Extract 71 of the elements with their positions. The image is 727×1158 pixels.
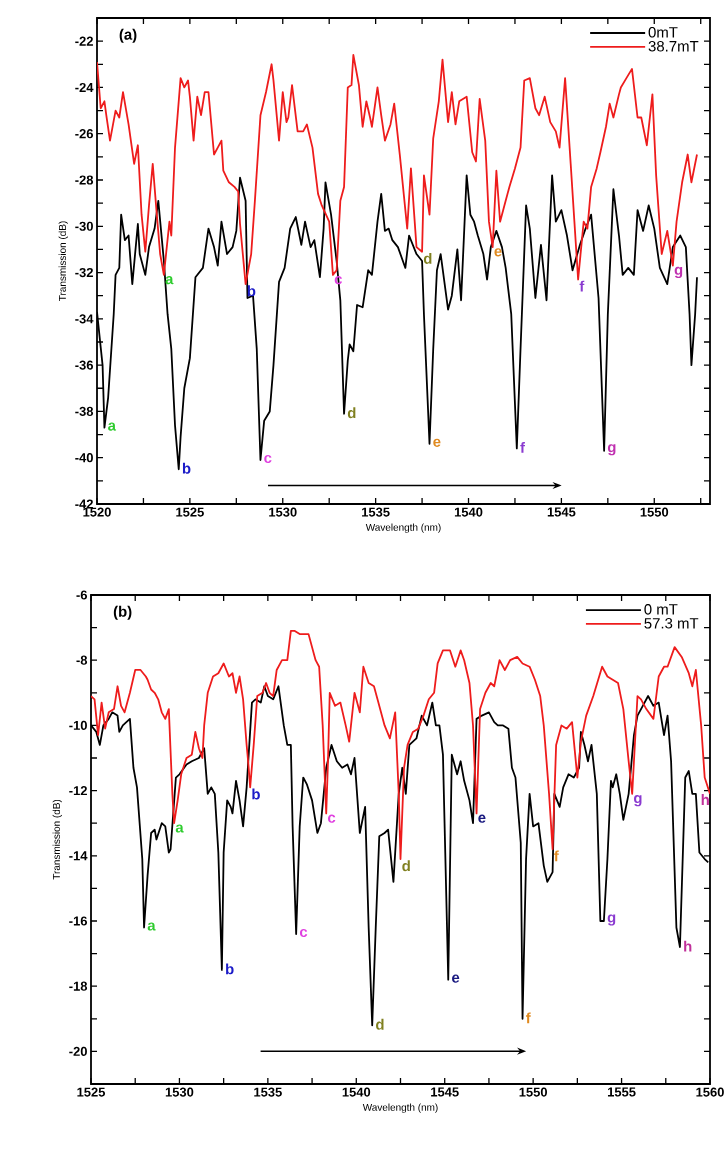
x-tick-label: 1550	[640, 507, 669, 517]
annotation: d	[402, 860, 410, 872]
y-tick-label: -18	[69, 981, 88, 991]
x-tick-label: 1555	[607, 1087, 636, 1097]
annotation: c	[264, 454, 272, 464]
x-tick-label: 1525	[77, 1087, 106, 1097]
annotation: e	[452, 974, 460, 983]
y-tick-label: -6	[76, 590, 88, 600]
x-axis-title: Wavelength (nm)	[362, 1103, 438, 1113]
y-tick-label: -22	[75, 36, 93, 46]
y-tick-label: -34	[75, 314, 94, 324]
annotation: c	[328, 814, 336, 823]
y-tick-label: -10	[69, 720, 87, 730]
x-tick-label: 1535	[362, 507, 390, 517]
annotation: a	[175, 824, 184, 833]
y-tick-label: -32	[75, 267, 93, 278]
y-tick-label: -8	[76, 655, 88, 665]
x-tick-label: 1540	[454, 507, 483, 517]
annotation: h	[684, 940, 692, 952]
annotation: g	[674, 266, 683, 279]
legend-label: 57.3 mT	[644, 617, 699, 629]
y-tick-label: -26	[75, 129, 94, 139]
annotation: d	[376, 1018, 384, 1030]
y-axis-title: Transmission (dB)	[52, 799, 62, 880]
y-tick-label: -14	[69, 851, 88, 861]
y-tick-label: -42	[75, 499, 93, 509]
annotation: g	[607, 444, 616, 456]
x-tick-label: 1525	[176, 507, 204, 517]
annotation: b	[226, 963, 234, 975]
annotation: d	[423, 252, 432, 264]
annotation: b	[182, 462, 191, 474]
y-tick-label: -16	[69, 916, 88, 926]
legend-label: 0mT	[648, 27, 678, 38]
y-tick-label: -24	[75, 82, 94, 92]
y-tick-label: -38	[75, 406, 94, 417]
y-axis-title: Transmission (dB)	[58, 221, 68, 301]
annotation: f	[525, 1012, 531, 1024]
annotation: c	[299, 928, 308, 938]
annotation: a	[108, 422, 117, 431]
annotation: b	[252, 788, 260, 800]
y-tick-label: -40	[75, 453, 93, 463]
x-tick-label: 1540	[342, 1087, 371, 1097]
x-axis-title: Wavelength (nm)	[365, 523, 441, 533]
annotation: e	[494, 248, 502, 257]
annotation: (a)	[119, 28, 137, 43]
annotation: g	[607, 914, 616, 926]
annotation: f	[520, 442, 526, 453]
y-tick-label: -12	[69, 786, 87, 796]
annotation: (b)	[113, 605, 132, 620]
legend-label: 38.7mT	[648, 40, 699, 52]
annotation: h	[701, 794, 709, 805]
annotation: e	[478, 814, 486, 823]
annotation: f	[579, 280, 585, 292]
y-tick-label: -30	[75, 221, 93, 231]
annotation: d	[347, 407, 356, 419]
annotation: f	[554, 850, 559, 862]
x-tick-label: 1560	[696, 1087, 724, 1097]
x-tick-label: 1545	[547, 507, 576, 517]
x-tick-label: 1535	[254, 1087, 282, 1097]
x-tick-label: 1545	[431, 1087, 459, 1097]
legend-label: 0 mT	[644, 604, 678, 615]
annotation: g	[633, 795, 642, 807]
y-tick-label: -36	[75, 360, 94, 370]
annotation: e	[433, 438, 441, 447]
x-tick-label: 1520	[83, 507, 111, 517]
y-tick-label: -28	[75, 175, 94, 185]
x-tick-label: 1530	[165, 1087, 194, 1097]
x-tick-label: 1550	[519, 1087, 548, 1097]
annotation: a	[147, 922, 156, 931]
y-tick-label: -20	[69, 1046, 87, 1056]
x-tick-label: 1530	[269, 507, 297, 517]
